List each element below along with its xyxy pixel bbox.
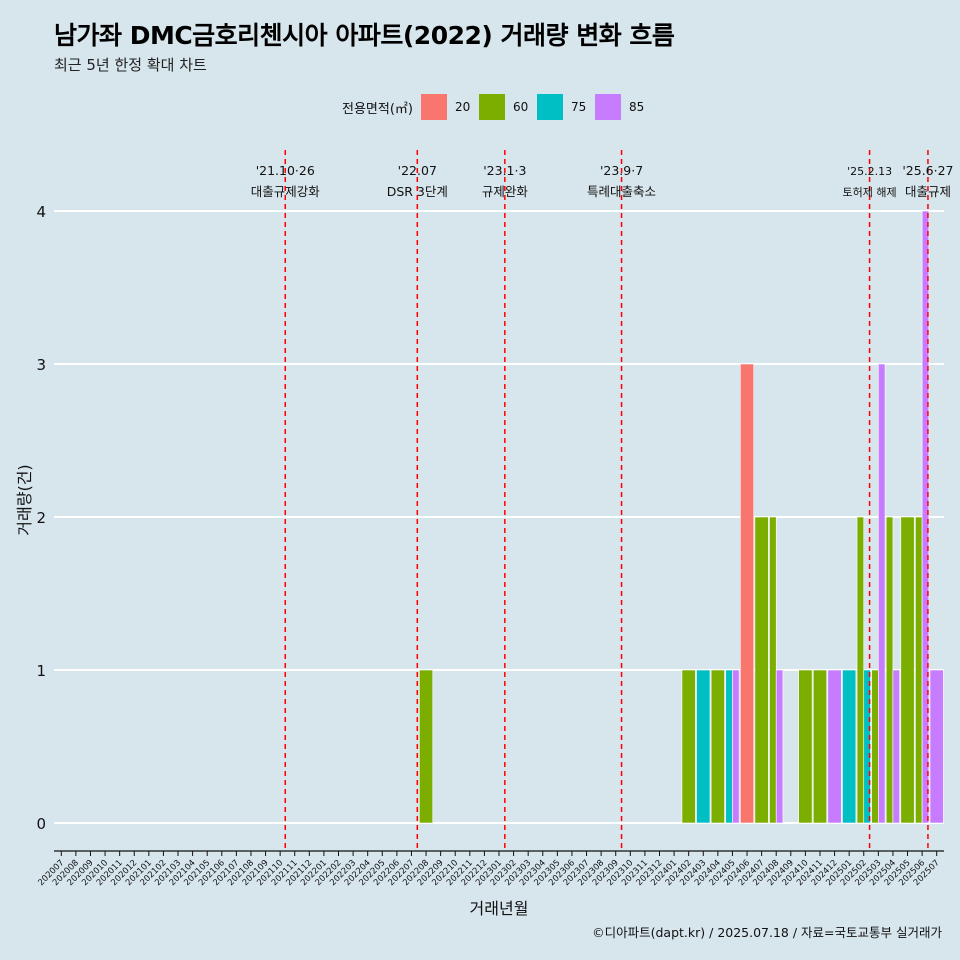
event-date-label: '25.6·27 [902,163,953,178]
bar-202503-85 [878,363,886,824]
bars [419,210,944,824]
y-axis-title: 거래량(건) [15,464,34,535]
bar-202407-60 [754,516,769,824]
bar-202408-60 [769,516,777,824]
legend: 전용면적(㎡) 20 60 75 85 [342,93,653,121]
legend-swatch-85 [594,94,621,120]
bar-202505-60 [900,516,915,824]
y-tick-label: 3 [36,356,46,374]
event-date-label: '23.9·7 [600,163,643,178]
legend-item-85: 85 [594,94,647,120]
bar-202406-20 [740,363,755,824]
legend-label-20: 20 [454,100,471,114]
legend-label-85: 85 [628,100,645,114]
y-tick-label: 0 [36,815,46,833]
legend-item-20: 20 [420,94,473,120]
bar-202404-60 [710,669,725,824]
event-label: 규제완화 [482,184,529,199]
bar-202405-75 [725,669,733,824]
bar-202502-60 [856,516,865,824]
legend-item-75: 75 [536,94,589,120]
gridlines [54,210,944,824]
y-tick-label: 1 [36,662,46,680]
legend-swatch-20 [420,94,447,120]
bar-202507-85 [929,669,944,824]
chart-subtitle: 최근 5년 한정 확대 차트 [54,56,207,74]
event-label: 대출규제강화 [251,184,321,199]
bar-202408-85 [775,669,784,824]
bar-202412-85 [827,669,842,824]
y-tick-label: 2 [36,509,46,527]
y-tick-label: 4 [36,203,46,221]
chart-title: 남가좌 DMC금호리첸시아 아파트(2022) 거래량 변화 흐름 [54,21,675,50]
bar-202504-60 [885,516,894,824]
event-date-label: '22.07 [398,163,437,178]
annotations: '21.10·26 대출규제강화 '22.07 DSR 3단계 '23.1·3 규제완화 '… [251,150,954,851]
x-axis-title: 거래년월 [470,899,529,918]
bar-202403-75 [696,669,711,824]
legend-label-75: 75 [570,100,587,114]
event-label: 대출규제 [905,184,951,199]
event-label: 토허제 해제 [843,185,897,199]
bar-202506-85 [921,210,930,824]
bar-202402-60 [681,669,696,824]
legend-swatch-75 [536,94,563,120]
bar-202502-75 [863,669,871,824]
bar-202501-75 [842,669,857,824]
event-date-label: '23.1·3 [483,163,526,178]
bar-202503-60 [871,669,879,824]
legend-label-60: 60 [512,100,529,114]
event-date-label: '25.2.13 [847,165,892,178]
bar-202410-60 [798,669,813,824]
legend-swatch-60 [478,94,505,120]
bar-202504-85 [892,669,900,824]
event-label: DSR 3단계 [387,184,448,199]
bar-202208-60 [419,669,434,824]
event-date-label: '21.10·26 [256,163,315,178]
legend-title: 전용면적(㎡) [342,101,413,117]
legend-item-60: 60 [478,94,531,120]
event-label: 특례대출축소 [587,184,656,199]
bar-202405-85 [732,669,740,824]
bar-202411-60 [812,669,827,824]
source-caption: ©디아파트(dapt.kr) / 2025.07.18 / 자료=국토교통부 실… [592,925,942,940]
bar-202506-60 [915,516,923,824]
